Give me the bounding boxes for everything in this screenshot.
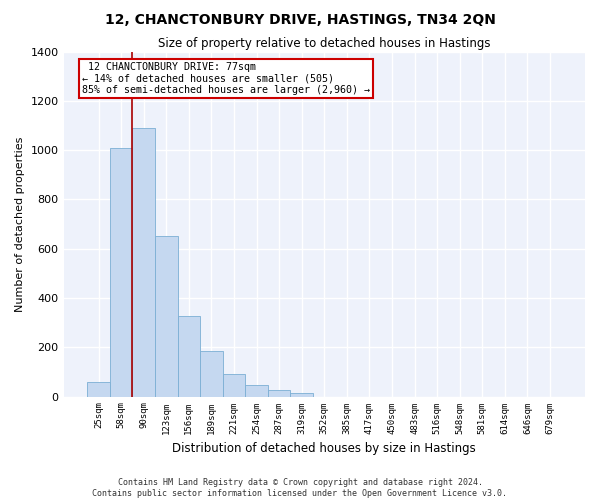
Bar <box>223 374 245 396</box>
X-axis label: Distribution of detached houses by size in Hastings: Distribution of detached houses by size … <box>172 442 476 455</box>
Y-axis label: Number of detached properties: Number of detached properties <box>15 136 25 312</box>
Bar <box>200 351 223 397</box>
Bar <box>290 393 313 396</box>
Bar <box>245 386 268 396</box>
Bar <box>133 128 155 396</box>
Text: Contains HM Land Registry data © Crown copyright and database right 2024.
Contai: Contains HM Land Registry data © Crown c… <box>92 478 508 498</box>
Bar <box>268 390 290 396</box>
Bar <box>87 382 110 396</box>
Title: Size of property relative to detached houses in Hastings: Size of property relative to detached ho… <box>158 38 491 51</box>
Bar <box>155 236 178 396</box>
Text: 12 CHANCTONBURY DRIVE: 77sqm
← 14% of detached houses are smaller (505)
85% of s: 12 CHANCTONBURY DRIVE: 77sqm ← 14% of de… <box>82 62 370 95</box>
Text: 12, CHANCTONBURY DRIVE, HASTINGS, TN34 2QN: 12, CHANCTONBURY DRIVE, HASTINGS, TN34 2… <box>104 12 496 26</box>
Bar <box>178 316 200 396</box>
Bar <box>110 148 133 396</box>
